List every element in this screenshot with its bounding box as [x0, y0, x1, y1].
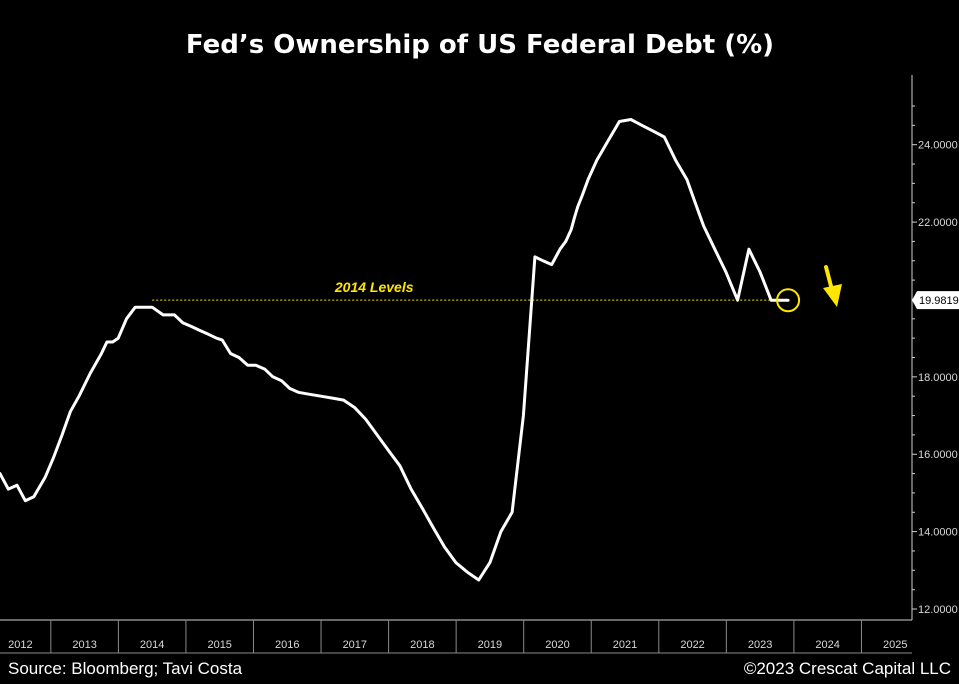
series-group: [0, 118, 790, 582]
x-tick-label: 2017: [343, 639, 367, 651]
down-arrow-head-icon: [823, 284, 842, 307]
x-tick-label: 2012: [8, 639, 32, 651]
source-footer: Source: Bloomberg; Tavi Costa: [8, 659, 243, 678]
x-tick-label: 2018: [410, 639, 434, 651]
x-tick-label: 2013: [72, 639, 96, 651]
y-axis: 12.000014.000016.000018.000020.000022.00…: [911, 75, 958, 620]
annotation-group: 19.9819: [776, 265, 959, 313]
highlight-circle: [776, 288, 801, 313]
x-tick-label: 2020: [545, 639, 569, 651]
x-tick-label: 2014: [140, 639, 164, 651]
y-tick-label: 16.0000: [918, 449, 958, 461]
y-tick-label: 18.0000: [918, 372, 958, 384]
reference-line-label: 2014 Levels: [334, 279, 414, 295]
copyright-footer: ©2023 Crescat Capital LLC: [744, 659, 951, 678]
last-value-marker: [912, 291, 959, 310]
x-tick-label: 2021: [613, 639, 637, 651]
series-line-0: [0, 118, 790, 582]
x-tick-label: 2019: [478, 639, 502, 651]
down-arrow-icon: [824, 265, 834, 292]
x-tick-label: 2025: [883, 639, 907, 651]
chart-title: Fed’s Ownership of US Federal Debt (%): [186, 30, 774, 60]
y-tick-label: 14.0000: [918, 527, 958, 539]
y-tick-label: 12.0000: [918, 604, 958, 616]
y-tick-label: 24.0000: [918, 140, 958, 152]
reference-line-group: 2014 Levels: [152, 279, 777, 301]
x-axis: 2012 2013 2014 2015 2016 2017 2018 2019 2020 2021…: [0, 619, 912, 654]
x-tick-label: 2024: [815, 639, 839, 651]
x-tick-label: 2023: [748, 639, 772, 651]
x-tick-label: 2015: [207, 639, 231, 651]
last-value-label: 19.9819: [919, 295, 959, 307]
x-tick-label: 2016: [275, 639, 299, 651]
y-tick-label: 22.0000: [918, 217, 958, 229]
x-tick-label: 2022: [680, 639, 704, 651]
